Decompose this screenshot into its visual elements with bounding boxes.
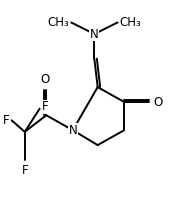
Text: F: F	[21, 164, 28, 177]
Text: CH₃: CH₃	[119, 16, 141, 29]
Text: O: O	[153, 95, 162, 109]
Text: F: F	[2, 114, 9, 127]
Text: CH₃: CH₃	[48, 16, 69, 29]
Text: N: N	[90, 28, 99, 41]
Text: O: O	[41, 73, 50, 86]
Text: N: N	[68, 124, 77, 137]
Text: F: F	[42, 101, 49, 113]
